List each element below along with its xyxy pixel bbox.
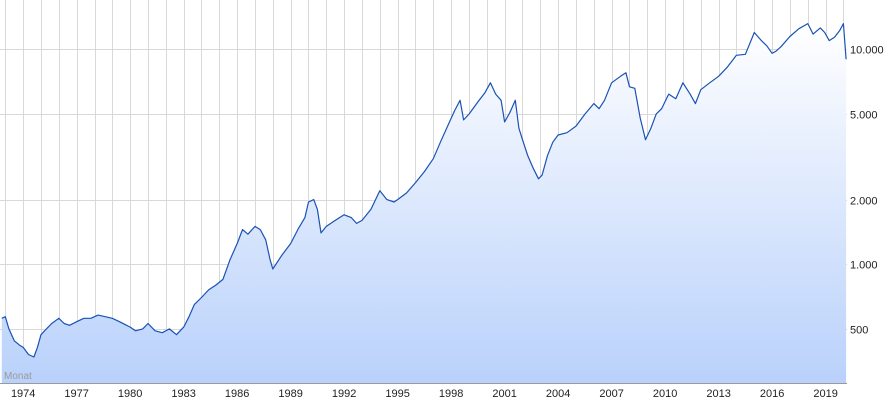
x-tick-label: 1986 — [225, 388, 249, 400]
x-tick-label: 2010 — [653, 388, 677, 400]
y-tick-label: 5.000 — [850, 110, 878, 122]
y-tick-label: 2.000 — [850, 196, 878, 208]
x-tick-label: 2001 — [492, 388, 516, 400]
x-tick-label: 1995 — [385, 388, 409, 400]
x-tick-label: 1992 — [332, 388, 356, 400]
x-tick-label: 1998 — [439, 388, 463, 400]
x-tick-label: 2019 — [813, 388, 837, 400]
y-tick-label: 1.000 — [850, 260, 878, 272]
x-axis-tick-labels: 1974 1977 1980 1983 1986 1989 1992 1995 1998 2001… — [11, 388, 838, 400]
y-axis-tick-labels: 500 1.000 2.000 5.000 10.000 — [850, 45, 884, 337]
x-tick-label: 2004 — [546, 388, 570, 400]
x-tick-label: 1977 — [64, 388, 88, 400]
y-tick-label: 500 — [850, 325, 868, 337]
x-tick-label: 2007 — [599, 388, 623, 400]
area-fill — [1, 23, 847, 383]
y-tick-label: 10.000 — [850, 45, 884, 57]
series-line — [1, 23, 847, 358]
x-tick-label: 2016 — [760, 388, 784, 400]
interval-label: Monat — [4, 371, 32, 382]
x-tick-label: 1974 — [11, 388, 35, 400]
x-tick-label: 1980 — [118, 388, 142, 400]
x-tick-label: 1989 — [278, 388, 302, 400]
x-tick-label: 2013 — [706, 388, 730, 400]
x-tick-label: 1983 — [171, 388, 195, 400]
